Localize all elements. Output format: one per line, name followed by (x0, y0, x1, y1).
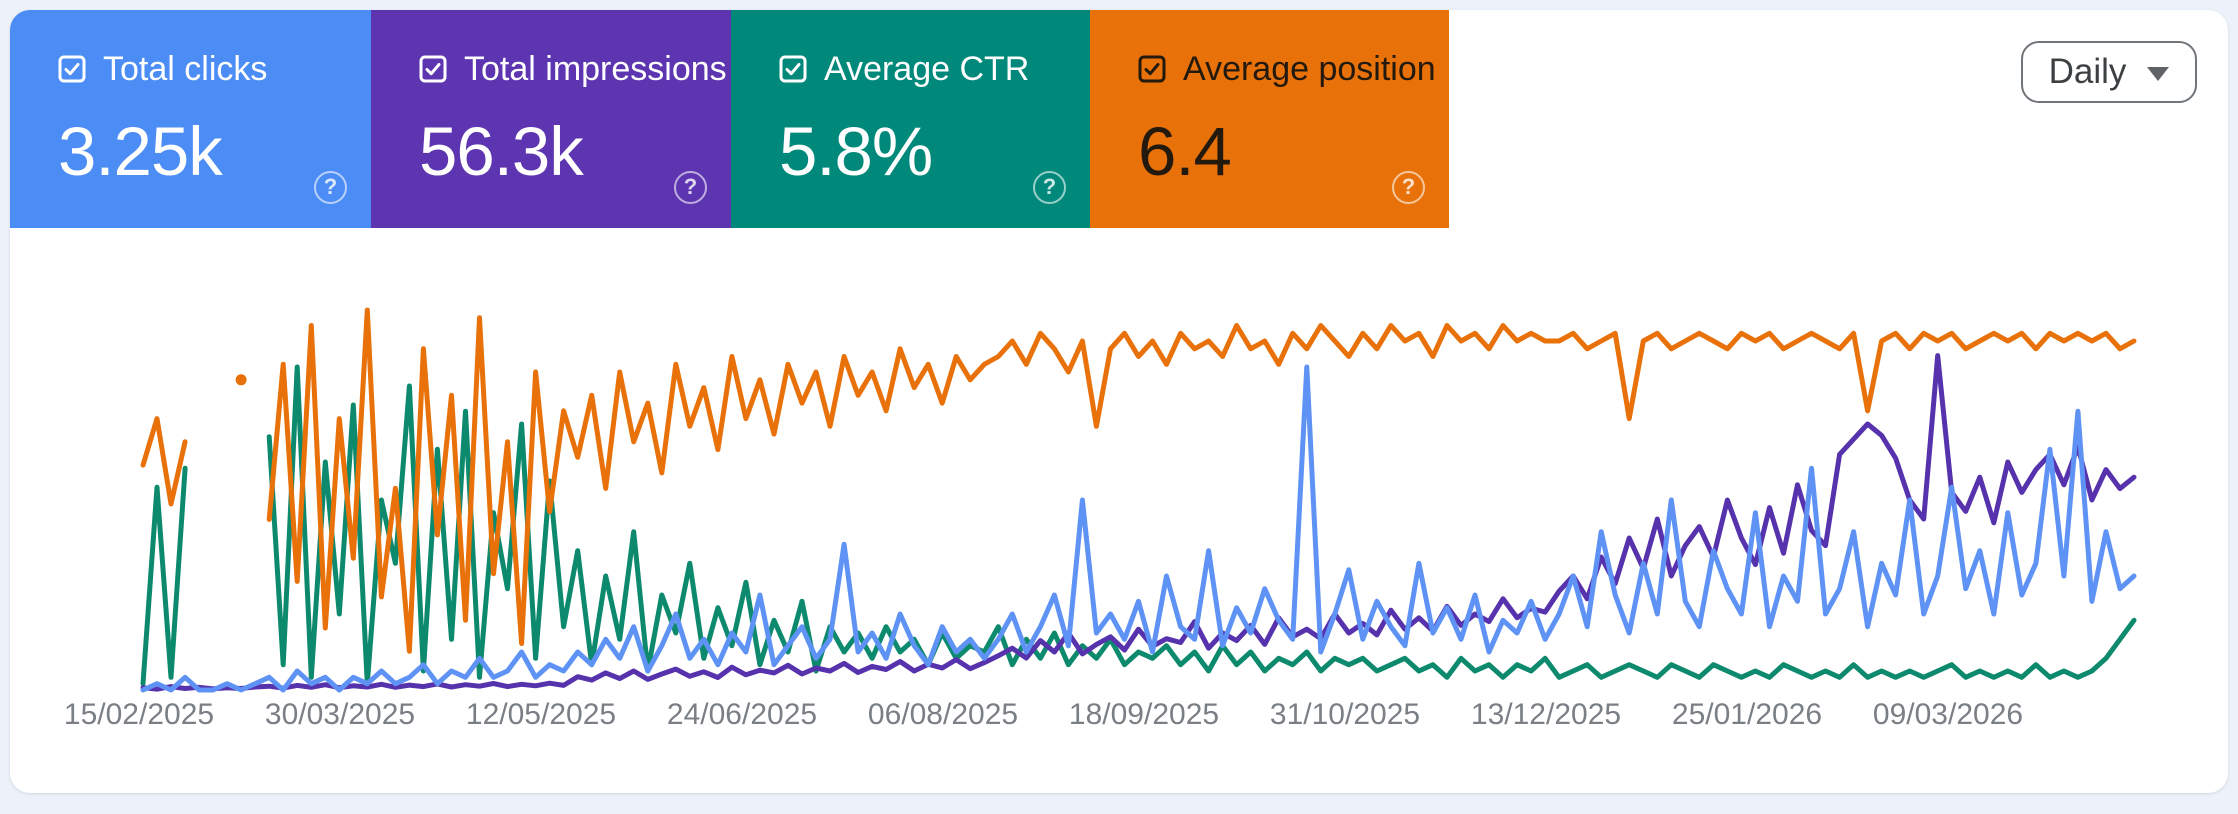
metric-card-header: Total impressions (419, 52, 727, 86)
performance-chart[interactable]: 15/02/2025 30/03/2025 12/05/2025 24/06/2025… (10, 228, 2228, 793)
help-icon[interactable]: ? (1392, 171, 1425, 204)
x-axis-tick-label: 24/06/2025 (667, 698, 817, 731)
series-position-line (140, 416, 188, 507)
metric-label: Total impressions (464, 50, 727, 88)
metric-cards-row: Total clicks 3.25k ? Total impressions 5… (10, 10, 1449, 228)
x-axis-tick-label: 18/09/2025 (1069, 698, 1219, 731)
metric-card-header: Average CTR (779, 52, 1029, 86)
x-axis-tick-label: 13/12/2025 (1471, 698, 1621, 731)
metric-value: 6.4 (1138, 113, 1232, 190)
performance-panel: Total clicks 3.25k ? Total impressions 5… (10, 10, 2228, 793)
series-ctr-line (140, 465, 188, 687)
help-icon[interactable]: ? (314, 171, 347, 204)
x-axis-tick-label: 09/03/2026 (1873, 698, 2023, 731)
metric-card-average-position[interactable]: Average position 6.4 ? (1090, 10, 1449, 228)
x-axis-tick-label: 12/05/2025 (466, 698, 616, 731)
checkbox-checked-icon[interactable] (779, 55, 807, 83)
help-icon[interactable]: ? (674, 171, 707, 204)
checkbox-checked-icon[interactable] (1138, 55, 1166, 83)
x-axis-tick-label: 06/08/2025 (868, 698, 1018, 731)
metric-label: Average position (1183, 50, 1436, 88)
checkbox-checked-icon[interactable] (419, 55, 447, 83)
x-axis-tick-label: 25/01/2026 (1672, 698, 1822, 731)
series-ctr-line (266, 364, 2137, 687)
metric-value: 3.25k (58, 113, 223, 190)
x-axis-tick-label: 30/03/2025 (265, 698, 415, 731)
granularity-value: Daily (2048, 52, 2127, 91)
metric-card-total-clicks[interactable]: Total clicks 3.25k ? (10, 10, 371, 228)
series-position-line (266, 307, 2137, 654)
metric-card-average-ctr[interactable]: Average CTR 5.8% ? (731, 10, 1090, 228)
x-axis-tick-label: 31/10/2025 (1270, 698, 1420, 731)
metric-label: Average CTR (824, 50, 1030, 88)
help-icon[interactable]: ? (1033, 171, 1066, 204)
x-axis-tick-label: 15/02/2025 (64, 698, 214, 731)
series-impressions-line (140, 353, 2137, 692)
checkbox-checked-icon[interactable] (58, 55, 86, 83)
metric-card-header: Average position (1138, 52, 1436, 86)
metric-value: 56.3k (419, 113, 584, 190)
granularity-select[interactable]: Daily (2021, 41, 2197, 103)
metric-card-total-impressions[interactable]: Total impressions 56.3k ? (371, 10, 731, 228)
metric-label: Total clicks (103, 50, 268, 88)
series-position-point (235, 374, 247, 386)
chevron-down-icon (2147, 67, 2170, 81)
metric-value: 5.8% (779, 113, 933, 190)
metric-card-header: Total clicks (58, 52, 267, 86)
series-clicks-line (140, 364, 2137, 693)
